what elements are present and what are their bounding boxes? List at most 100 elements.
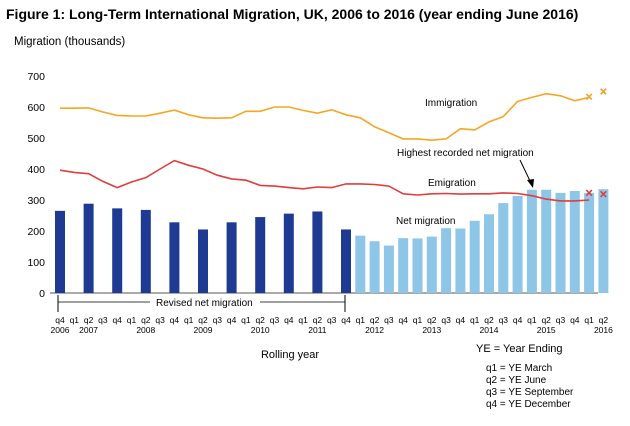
x-tick-quarter: q4 — [513, 315, 523, 325]
bar-net-migration — [541, 189, 552, 293]
x-tick-quarter: q4 — [55, 315, 65, 325]
legend-q3: q3 = YE September — [486, 387, 574, 398]
highest-arrow-head — [527, 179, 534, 188]
x-tick-quarter: q1 — [413, 315, 423, 325]
y-tick-label: 100 — [27, 257, 45, 269]
x-tick-quarter: q1 — [70, 315, 80, 325]
x-tick-quarter: q2 — [313, 315, 323, 325]
bar-net-migration — [498, 203, 509, 293]
x-tick-year: 2007 — [79, 325, 98, 335]
x-tick-quarter: q3 — [213, 315, 223, 325]
bar-net-migration — [398, 238, 409, 293]
emigration-provisional-marker — [585, 189, 593, 197]
bar-revised-net-migration — [312, 211, 323, 293]
bar-net-migration — [383, 245, 394, 293]
x-tick-year: 2009 — [194, 325, 213, 335]
bar-revised-net-migration — [198, 229, 208, 293]
bar-net-migration — [598, 189, 609, 293]
immigration-provisional-marker — [585, 93, 593, 101]
x-tick-quarter: q4 — [227, 315, 237, 325]
x-tick-quarter: q3 — [327, 315, 337, 325]
revised-net-migration-label: Revised net migration — [156, 298, 253, 309]
y-tick-label: 0 — [39, 288, 45, 300]
bar-net-migration — [441, 228, 452, 293]
x-axis-title: Rolling year — [261, 349, 319, 361]
bar-revised-net-migration — [283, 213, 294, 293]
x-tick-quarter: q2 — [541, 315, 551, 325]
bar-net-migration — [455, 228, 466, 293]
bar-net-migration — [526, 189, 537, 293]
x-tick-quarter: q2 — [255, 315, 265, 325]
x-tick-year: 2016 — [594, 325, 613, 335]
emigration-line — [59, 159, 590, 202]
x-tick-quarter: q2 — [599, 315, 609, 325]
bar-revised-net-migration — [83, 203, 94, 293]
y-tick-label: 200 — [27, 226, 45, 238]
x-tick-quarter: q2 — [427, 315, 437, 325]
x-tick-quarter: q3 — [155, 315, 165, 325]
bar-net-migration — [512, 195, 523, 293]
quarter-legend: YE = Year Ending q1 = YE March q2 = YE J… — [476, 343, 573, 411]
emigration-provisional-marker — [600, 190, 607, 198]
highest-arrow-shaft — [519, 159, 532, 184]
figure-title: Figure 1: Long-Term International Migrat… — [6, 6, 579, 22]
x-tick-quarter: q1 — [527, 315, 537, 325]
bar-net-migration — [355, 235, 366, 293]
x-tick-quarter: q2 — [198, 315, 208, 325]
bar-net-migration — [484, 214, 494, 293]
x-tick-quarter: q2 — [141, 315, 151, 325]
y-tick-label: 400 — [27, 164, 45, 176]
x-tick-quarter: q2 — [484, 315, 494, 325]
x-tick-year: 2008 — [136, 325, 155, 335]
y-tick-label: 300 — [27, 195, 45, 207]
x-tick-quarter: q4 — [456, 315, 466, 325]
x-tick-quarter: q1 — [356, 315, 366, 325]
x-tick-quarter: q4 — [398, 315, 408, 325]
highest-net-migration-label: Highest recorded net migration — [397, 148, 534, 159]
x-tick-year: 2012 — [365, 325, 384, 335]
bar-net-migration — [412, 238, 423, 293]
bar-revised-net-migration — [112, 208, 123, 293]
x-tick-quarter: q1 — [470, 315, 480, 325]
bar-revised-net-migration — [169, 222, 180, 293]
x-tick-quarter: q1 — [127, 315, 137, 325]
bar-revised-net-migration — [341, 229, 351, 293]
x-tick-year: 2011 — [308, 325, 327, 335]
legend-q4: q4 = YE December — [486, 399, 571, 410]
x-tick-quarter: q4 — [570, 315, 580, 325]
y-tick-label: 500 — [27, 133, 45, 145]
bar-revised-net-migration — [226, 222, 237, 293]
bar-net-migration — [584, 192, 595, 293]
bar-revised-net-migration — [140, 209, 151, 293]
net-migration-label: Net migration — [396, 216, 455, 227]
x-tick-quarter: q3 — [384, 315, 394, 325]
year-ending-note: YE = Year Ending — [476, 343, 563, 355]
x-tick-quarter: q2 — [84, 315, 94, 325]
immigration-line — [60, 92, 590, 142]
x-tick-quarter: q4 — [170, 315, 180, 325]
bar-net-migration — [369, 241, 380, 293]
x-tick-quarter: q1 — [241, 315, 251, 325]
x-tick-quarter: q1 — [584, 315, 594, 325]
x-tick-quarter: q1 — [298, 315, 308, 325]
immigration-label: Immigration — [425, 98, 477, 109]
emigration-label: Emigration — [428, 178, 476, 189]
y-tick-label: 700 — [27, 71, 45, 83]
x-tick-year: 2010 — [251, 325, 270, 335]
bar-net-migration — [569, 191, 580, 293]
y-tick-label: 600 — [27, 102, 45, 114]
x-tick-quarter: q3 — [270, 315, 280, 325]
y-axis-title: Migration (thousands) — [14, 36, 126, 48]
x-tick-year: 2014 — [480, 325, 499, 335]
legend-q1: q1 = YE March — [486, 363, 553, 374]
x-tick-year: 2015 — [537, 325, 556, 335]
legend-q2: q2 = YE June — [486, 375, 547, 386]
x-tick-quarter: q4 — [112, 315, 122, 325]
x-tick-quarter: q4 — [284, 315, 294, 325]
bar-net-migration — [555, 192, 566, 293]
bar-revised-net-migration — [255, 217, 266, 293]
x-tick-quarter: q3 — [98, 315, 108, 325]
bar-revised-net-migration — [55, 210, 65, 293]
x-tick-quarter: q4 — [341, 315, 351, 325]
